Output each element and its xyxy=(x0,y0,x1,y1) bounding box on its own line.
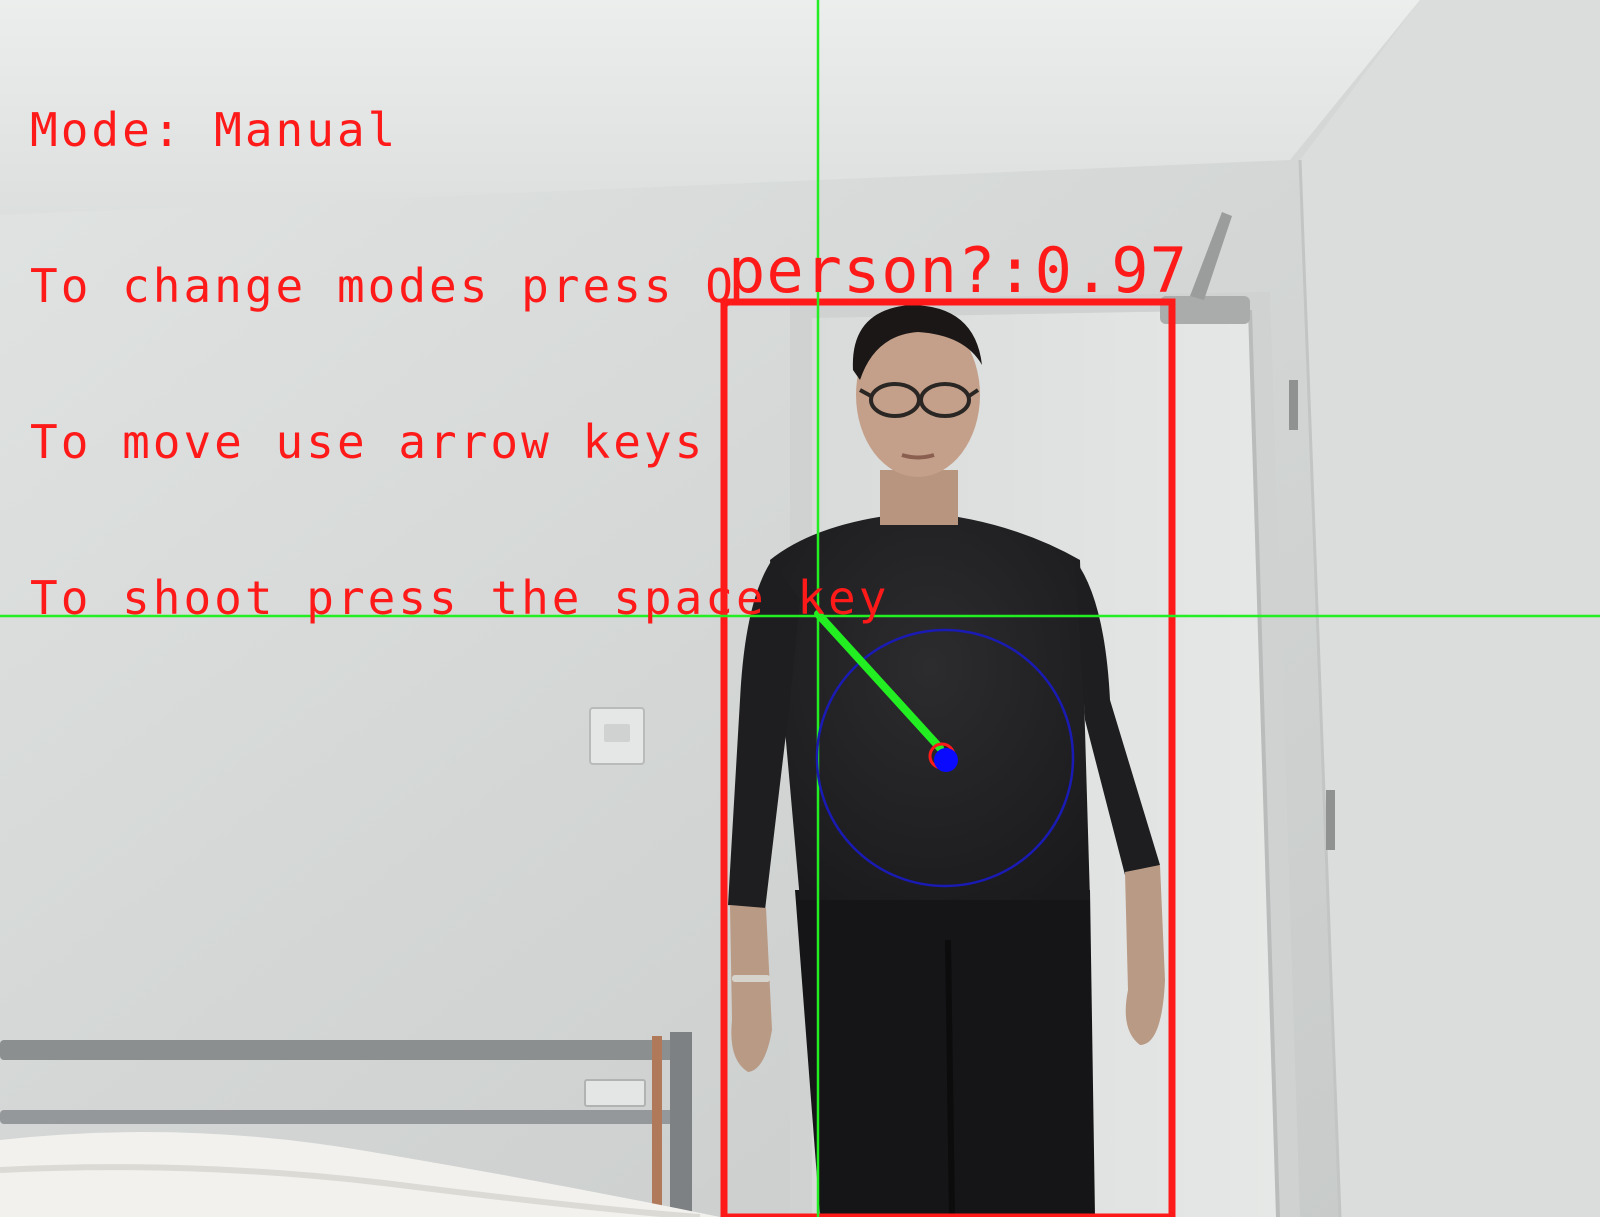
door-closer xyxy=(1160,296,1250,324)
detection-label: person?:0.97 xyxy=(728,234,1188,307)
aim-line xyxy=(814,610,944,752)
instruction-move: To move use arrow keys xyxy=(30,415,706,469)
hud-overlay: Mode: Manual To change modes press Q To … xyxy=(30,0,889,728)
mode-indicator: Mode: Manual xyxy=(30,103,399,157)
bed xyxy=(0,1032,720,1217)
instruction-change-mode: To change modes press Q xyxy=(30,259,736,313)
target-center-dot xyxy=(934,748,958,772)
person xyxy=(728,305,1165,1217)
ceiling xyxy=(0,0,1420,215)
instruction-shoot: To shoot press the space key xyxy=(30,571,890,625)
detection-bounding-box xyxy=(720,298,1176,1217)
side-wall xyxy=(1300,0,1600,1217)
target-circle xyxy=(815,628,1075,888)
